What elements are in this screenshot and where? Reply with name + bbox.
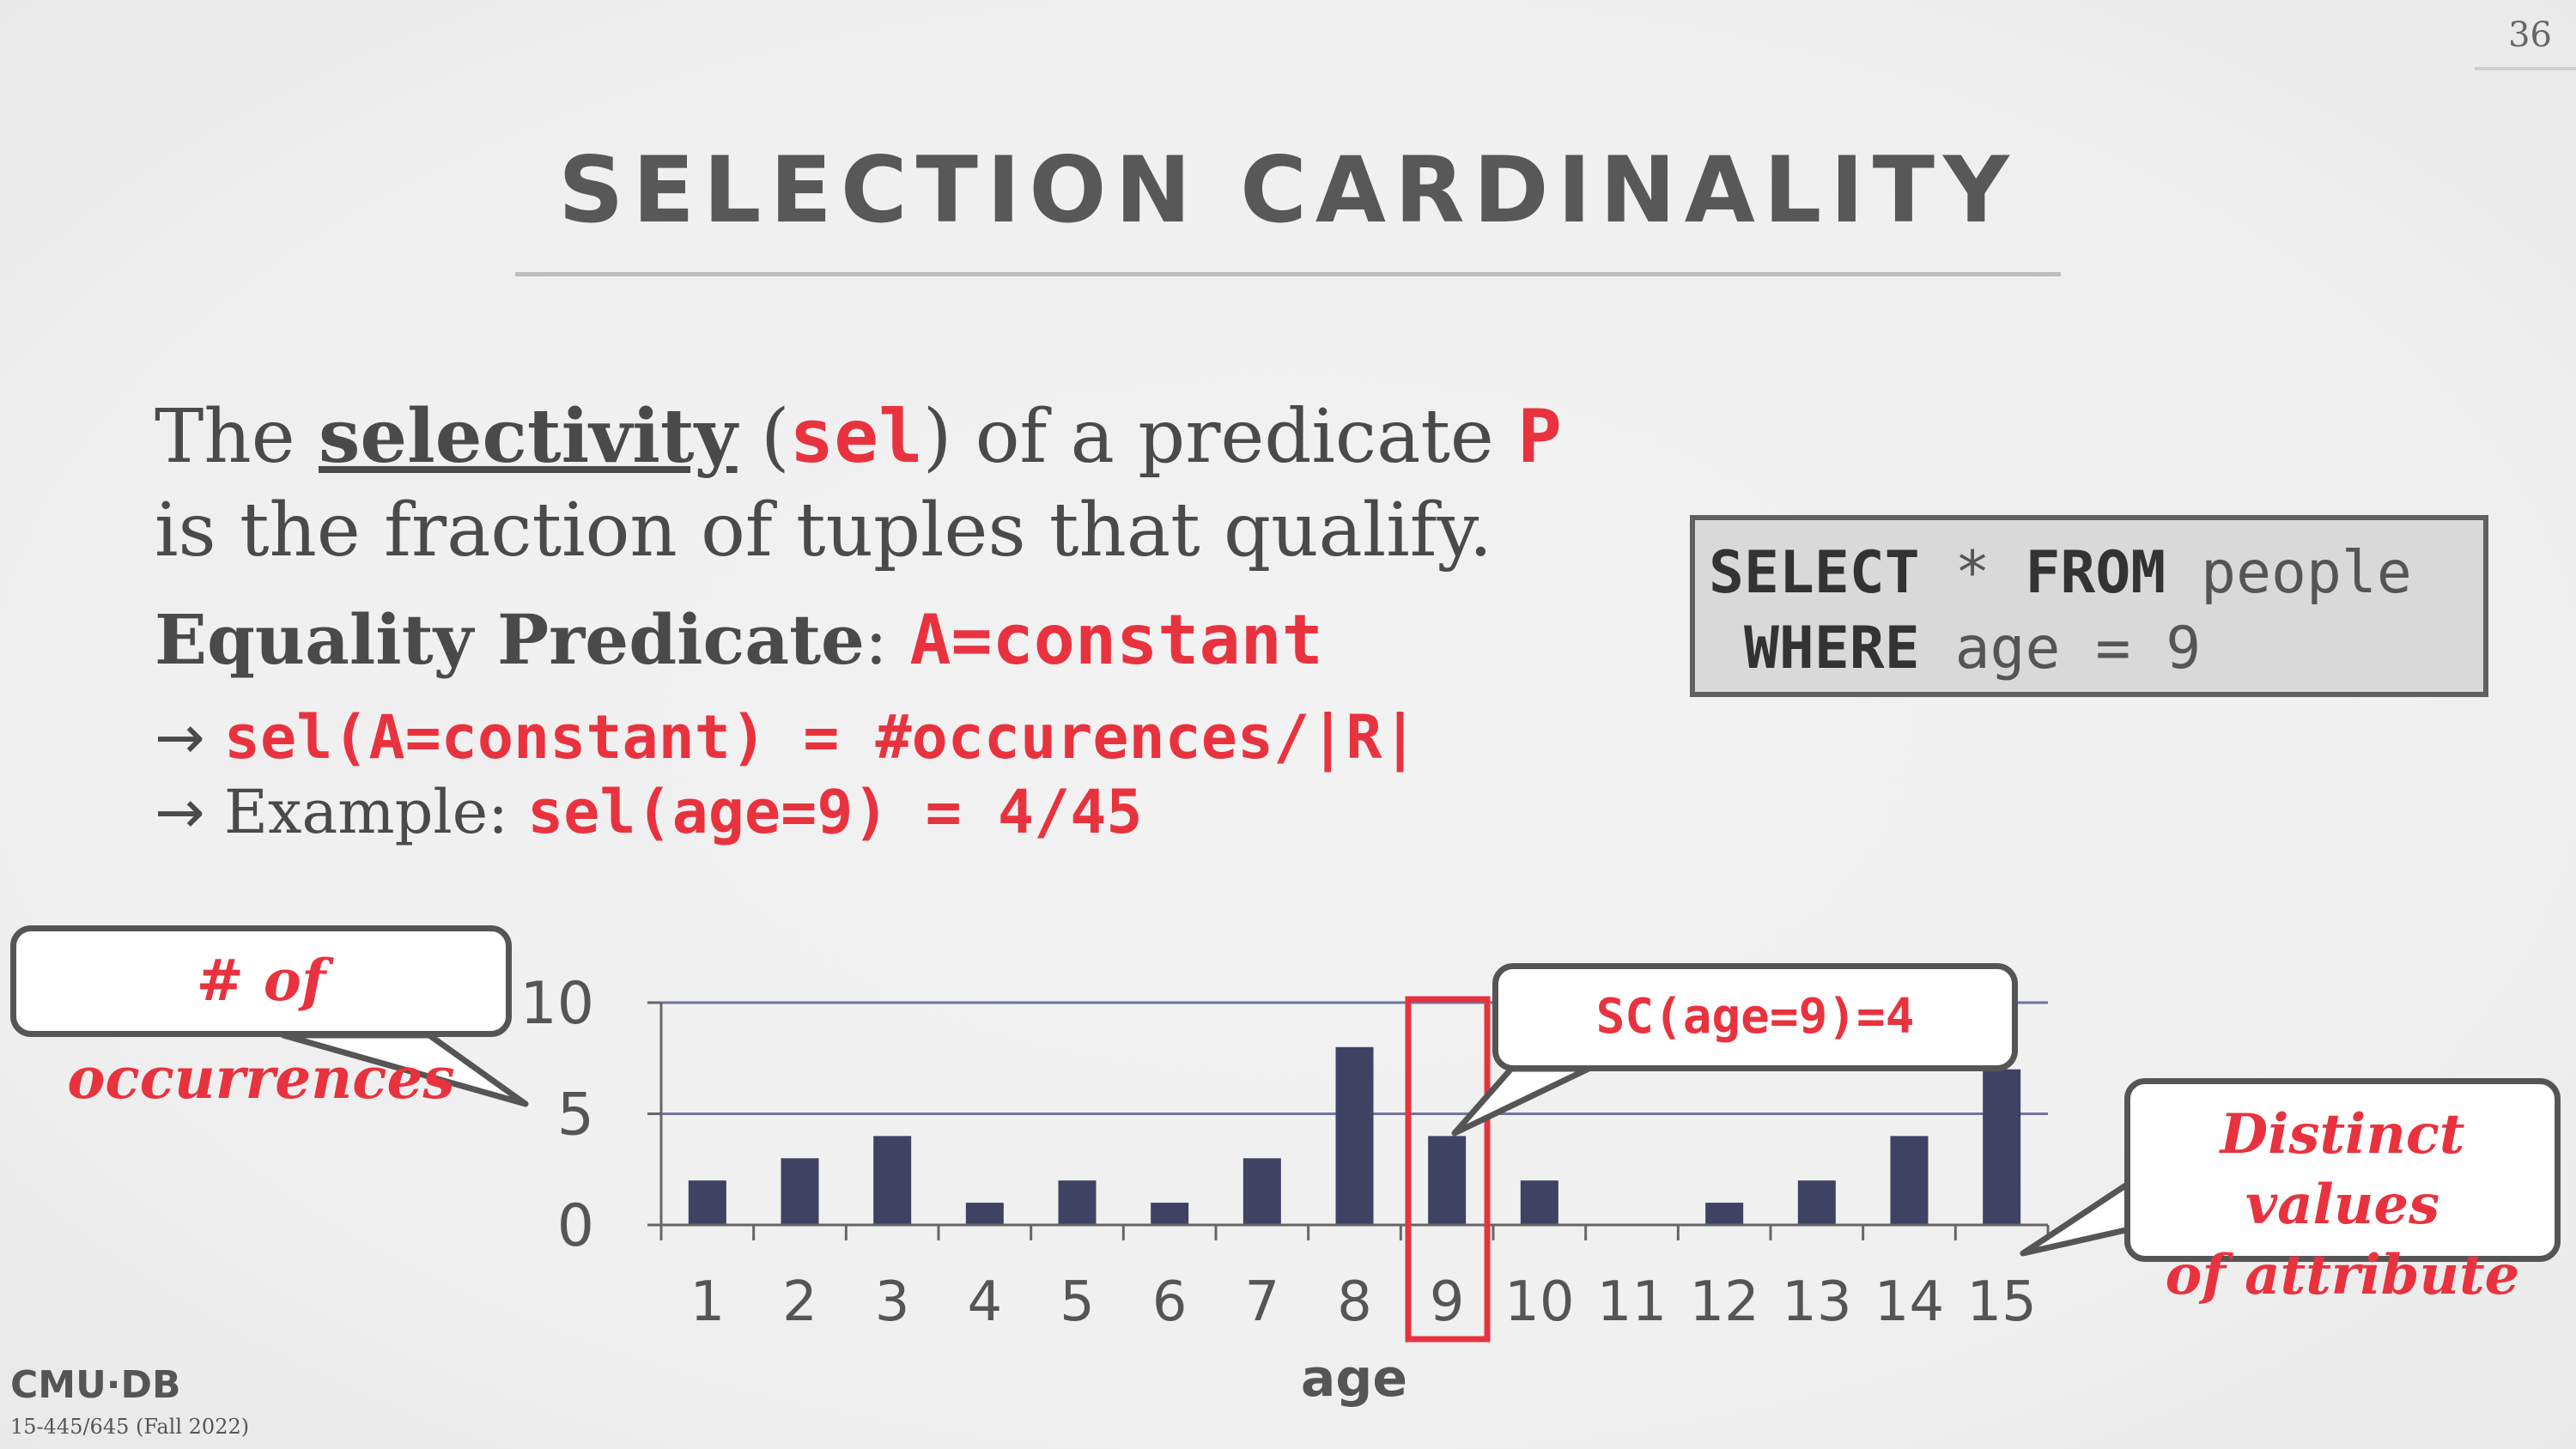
x-tick-label: 3 [875, 1270, 910, 1334]
chart-bars [688, 1046, 2021, 1225]
title-underline [515, 272, 2061, 276]
page-number: 36 [2508, 15, 2552, 55]
bar [1520, 1180, 1558, 1225]
equality-code: A=constant [909, 600, 1323, 680]
sql-query-box: SELECT * FROM people WHERE age = 9 [1690, 515, 2488, 697]
y-tick-label: 10 [519, 970, 594, 1038]
highlight-box [1405, 996, 1491, 1343]
slide-title: SELECTION CARDINALITY [558, 137, 2018, 243]
x-tick-label: 6 [1152, 1270, 1188, 1334]
x-tick-label: 2 [782, 1270, 817, 1334]
bar [1983, 1069, 2021, 1225]
sel-code: sel [789, 394, 923, 480]
occurrences-callout: # of occurrences [10, 925, 512, 1112]
bar [1151, 1203, 1189, 1225]
definition-line-2: is the fraction of tuples that qualify. [155, 488, 1493, 573]
x-axis-title: age [1301, 1349, 1407, 1409]
y-tick-label: 0 [557, 1192, 594, 1260]
text-of-predicate: ) of a predicate [922, 394, 1518, 480]
text-the: The [155, 394, 319, 480]
distinct-callout-tail [2020, 1179, 2133, 1257]
x-tick-label: 9 [1430, 1270, 1465, 1334]
distinct-callout-line-1: Distinct values [2220, 1102, 2465, 1237]
distinct-values-callout: Distinct values of attribute [2124, 1078, 2561, 1307]
bar [1705, 1203, 1744, 1225]
example-label: Example: [223, 777, 528, 847]
equality-colon: : [864, 600, 910, 680]
definition-line-1: The selectivity (sel) of a predicate P [155, 393, 1562, 480]
x-tick-label: 10 [1504, 1270, 1574, 1334]
equality-predicate-line: Equality Predicate: A=constant [155, 599, 1323, 680]
x-tick-label: 15 [1966, 1270, 2036, 1334]
formula-line: → sel(A=constant) = #occurences/|R| [155, 702, 1419, 773]
bar [1428, 1136, 1467, 1225]
sql-condition: age = 9 [1919, 615, 2202, 682]
x-tick-label: 13 [1782, 1270, 1851, 1334]
x-tick-label: 7 [1244, 1270, 1279, 1334]
x-tick-label: 5 [1060, 1270, 1095, 1334]
x-tick-label: 14 [1874, 1270, 1944, 1334]
sql-select-keyword: SELECT [1709, 539, 1920, 607]
equality-predicate-label: Equality Predicate [155, 599, 865, 680]
text-paren-open: ( [737, 394, 790, 480]
bar [688, 1180, 726, 1225]
bar [781, 1158, 819, 1225]
example-code: sel(age=9) = 4/45 [527, 777, 1143, 847]
bar [1242, 1158, 1281, 1225]
predicate-p-code: P [1517, 394, 1562, 480]
formula-code: sel(A=constant) = #occurences/|R| [223, 702, 1419, 773]
arrow-icon: → [155, 702, 224, 773]
bar [1335, 1046, 1374, 1225]
example-line: → Example: sel(age=9) = 4/45 [155, 777, 1143, 847]
y-tick-label: 5 [557, 1082, 594, 1149]
chart-axes [647, 1001, 2050, 1240]
bar [873, 1136, 912, 1225]
bar [1890, 1136, 1929, 1225]
bar [965, 1203, 1004, 1225]
page-number-rule [2475, 67, 2576, 70]
course-label: 15-445/645 (Fall 2022) [10, 1415, 250, 1439]
arrow-icon: → [155, 777, 224, 847]
distinct-callout-line-2: of attribute [2165, 1243, 2520, 1307]
cmu-db-logo: CMU·DB [10, 1363, 181, 1407]
x-tick-label: 1 [690, 1270, 725, 1334]
sc-callout: SC(age=9)=4 [1492, 963, 2018, 1071]
x-tick-label: 4 [967, 1270, 1002, 1334]
x-tick-label: 11 [1597, 1270, 1667, 1334]
sql-star: * [1919, 539, 2026, 607]
sc-callout-tail [1451, 1065, 1592, 1137]
selectivity-term: selectivity [318, 393, 738, 480]
x-tick-label: 12 [1689, 1270, 1759, 1334]
x-tick-label: 8 [1337, 1270, 1372, 1334]
sql-table: people [2166, 539, 2412, 607]
sql-where-keyword: WHERE [1743, 615, 1920, 682]
sql-from-keyword: FROM [2025, 539, 2166, 607]
bar [1058, 1180, 1097, 1225]
bar [1797, 1180, 1836, 1225]
